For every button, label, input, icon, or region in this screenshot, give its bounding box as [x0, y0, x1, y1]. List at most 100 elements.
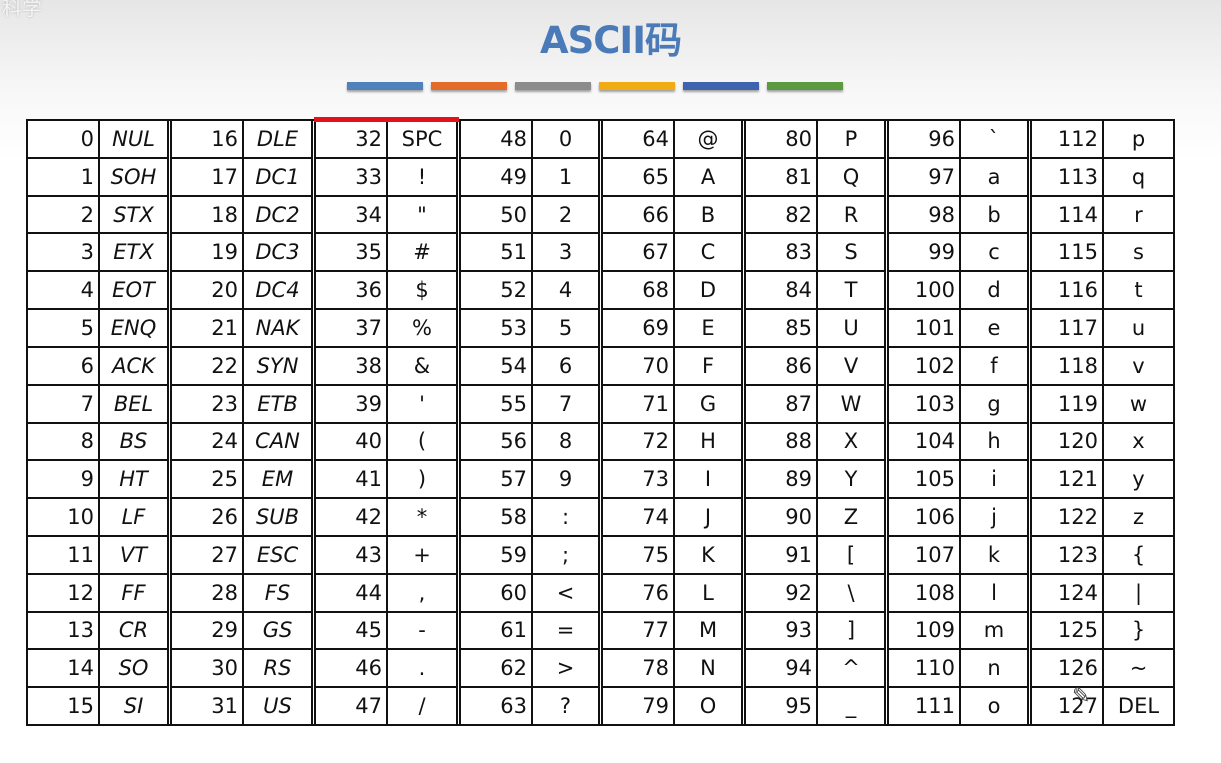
code-cell: 88: [746, 423, 818, 460]
char-cell: LF: [121, 505, 146, 530]
color-segment-4: [683, 82, 759, 90]
code-cell: 47: [316, 688, 388, 724]
char-cell: Z: [843, 505, 859, 530]
char-cell: 5: [558, 315, 573, 340]
char-cell: 6: [558, 353, 573, 378]
char-cell: E: [701, 315, 715, 340]
table-row: 86 V: [746, 347, 884, 386]
code-cell: 16: [172, 121, 244, 157]
char-cell: DC3: [255, 240, 300, 265]
code-cell: 91: [746, 536, 818, 573]
table-row: 62 >: [461, 650, 598, 689]
code-cell: 1: [28, 158, 100, 195]
char-cell: P: [844, 126, 858, 151]
char-cell: T: [844, 278, 858, 303]
char-cell: NUL: [112, 126, 155, 151]
table-row: 14 SO: [28, 650, 167, 689]
char-cell: V: [843, 353, 859, 378]
char-cell: @: [697, 126, 719, 151]
char-cell: \: [847, 580, 855, 605]
table-row: 104 h: [889, 423, 1027, 462]
code-cell: 18: [172, 196, 244, 233]
char-cell: 2: [558, 202, 573, 227]
char-cell: C: [700, 240, 716, 265]
code-cell: 124: [1032, 574, 1104, 611]
page-title: ASCII码: [540, 19, 682, 62]
table-row: 2 STX: [28, 196, 167, 235]
table-row: 18 DC2: [172, 196, 311, 235]
code-cell: 87: [746, 385, 818, 422]
code-cell: 26: [172, 499, 244, 535]
table-row: 99 c: [889, 234, 1027, 273]
table-row: 78 N: [603, 650, 741, 689]
table-row: 97 a: [889, 158, 1027, 197]
code-cell: 44: [316, 574, 388, 611]
table-row: 108 l: [889, 574, 1027, 613]
table-row: 41): [316, 461, 456, 500]
table-row: 73 I: [603, 461, 741, 500]
table-row: 89 Y: [746, 461, 884, 500]
code-cell: 103: [889, 385, 961, 422]
char-cell: 3: [558, 240, 573, 265]
table-row: 4 EOT: [28, 272, 167, 311]
table-row: 15 SI: [28, 688, 167, 724]
code-cell: 106: [889, 499, 961, 535]
char-cell: +: [413, 542, 431, 567]
table-row: 28 FS: [172, 574, 311, 613]
code-cell: 94: [746, 650, 818, 687]
char-cell: DC1: [255, 164, 300, 189]
code-cell: 43: [316, 536, 388, 573]
code-cell: 29: [172, 612, 244, 649]
table-row: 84 T: [746, 272, 884, 311]
table-row: 126 ~: [1032, 650, 1173, 689]
table-row: 109 m: [889, 612, 1027, 651]
code-cell: 54: [461, 347, 533, 384]
char-cell: ENQ: [110, 315, 157, 340]
char-cell: u: [1131, 315, 1146, 340]
code-cell: 76: [603, 574, 675, 611]
char-cell: t: [1134, 278, 1143, 303]
table-row: 23 ETB: [172, 385, 311, 424]
table-row: 31 US: [172, 688, 311, 724]
code-cell: 62: [461, 650, 533, 687]
code-cell: 113: [1032, 158, 1104, 195]
code-cell: 49: [461, 158, 533, 195]
char-cell: D: [699, 278, 717, 303]
char-cell: f: [990, 353, 998, 378]
code-cell: 52: [461, 272, 533, 309]
code-cell: 68: [603, 272, 675, 309]
table-row: 96 `: [889, 121, 1027, 159]
table-row: 7 BEL: [28, 385, 167, 424]
table-row: 101 e: [889, 310, 1027, 348]
code-cell: 0: [28, 121, 100, 157]
code-cell: 112: [1032, 121, 1104, 157]
char-cell: a: [987, 164, 1001, 189]
char-cell: ": [417, 202, 427, 227]
char-cell: K: [701, 542, 715, 567]
char-cell: [: [846, 542, 856, 567]
code-cell: 118: [1032, 347, 1104, 384]
table-row: 48 0: [461, 121, 598, 159]
code-cell: 101: [889, 310, 961, 346]
char-cell: FS: [264, 580, 291, 605]
color-bar: [347, 82, 851, 92]
table-row: 66 B: [603, 196, 741, 235]
table-row: 118 v: [1032, 347, 1173, 386]
table-row: 71 G: [603, 385, 741, 424]
table-row: 114 r: [1032, 196, 1173, 235]
code-cell: 19: [172, 234, 244, 271]
code-cell: 33: [316, 158, 388, 195]
table-row: 81 Q: [746, 158, 884, 197]
code-cell: 97: [889, 158, 961, 195]
code-cell: 72: [603, 423, 675, 460]
code-cell: 75: [603, 536, 675, 573]
char-cell: US: [263, 694, 292, 719]
code-cell: 119: [1032, 385, 1104, 422]
table-row: 12 FF: [28, 574, 167, 613]
code-cell: 25: [172, 461, 244, 498]
char-cell: r: [1134, 202, 1143, 227]
char-cell: (: [417, 429, 427, 454]
char-cell: k: [987, 542, 1001, 567]
code-cell: 3: [28, 234, 100, 271]
table-row: 8 BS: [28, 423, 167, 462]
